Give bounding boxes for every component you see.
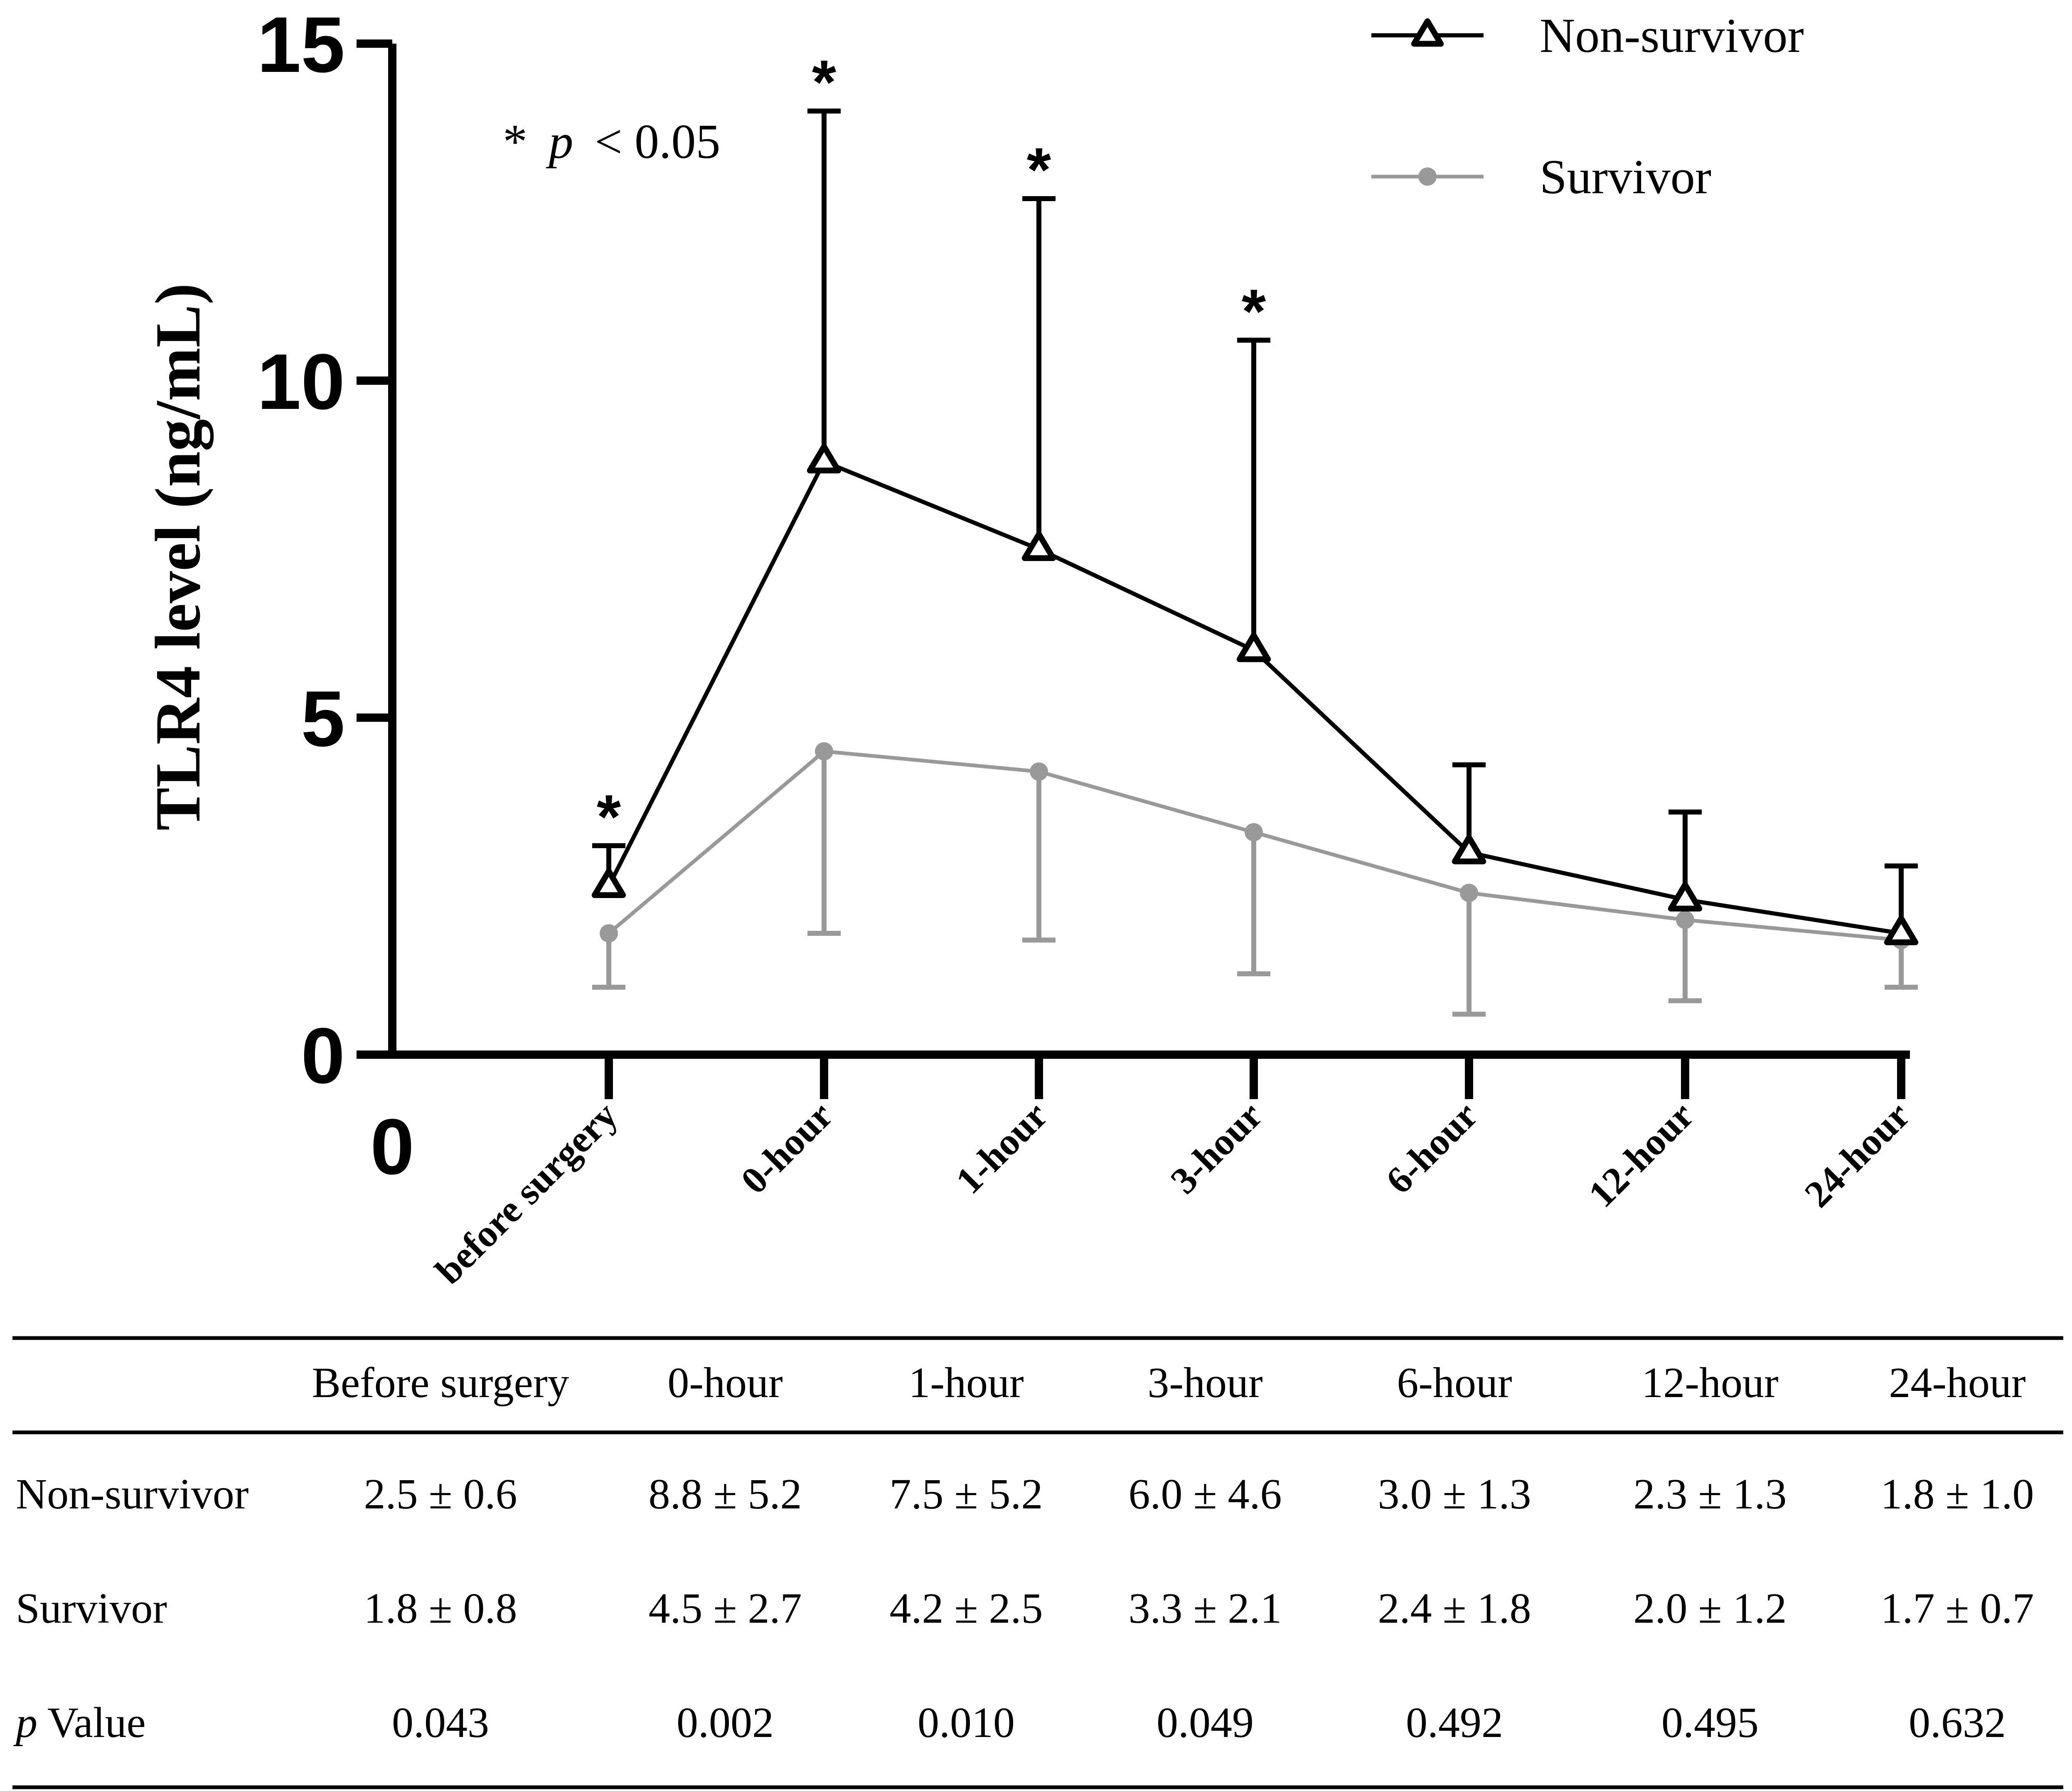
table-cell-survivor-1-hour: 4.2 ± 2.5 xyxy=(889,1584,1043,1632)
table-cell-p-value-0-hour: 0.002 xyxy=(677,1699,774,1747)
table-row-label-italic: p xyxy=(13,1699,37,1747)
legend-survivor-marker xyxy=(1418,167,1437,186)
x-tick-label-6-hour: 6-hour xyxy=(1378,1094,1486,1202)
legend-survivor-label: Survivor xyxy=(1540,150,1711,204)
table-header-3-hour: 3-hour xyxy=(1147,1359,1262,1407)
series-markers xyxy=(591,443,1919,950)
legend-non-survivor-marker xyxy=(1411,18,1444,47)
x-tick-label-3-hour: 3-hour xyxy=(1162,1094,1270,1202)
table-cell-p-value-before-surgery: 0.043 xyxy=(392,1699,489,1747)
marker-survivor-12-hour xyxy=(1676,910,1694,929)
table-header-6-hour: 6-hour xyxy=(1397,1359,1512,1407)
table-cell-non-survivor-before-surgery: 2.5 ± 0.6 xyxy=(364,1470,517,1518)
table-cell-non-survivor-3-hour: 6.0 ± 4.6 xyxy=(1128,1470,1282,1518)
y-tick-label-10: 10 xyxy=(257,338,345,426)
x-tick-label-0-hour: 0-hour xyxy=(733,1094,841,1202)
table-cell-p-value-1-hour: 0.010 xyxy=(918,1699,1015,1747)
annotation-star: * xyxy=(503,114,527,169)
table-cell-non-survivor-0-hour: 8.8 ± 5.2 xyxy=(648,1470,802,1518)
table-row-label-text: Value xyxy=(47,1699,146,1747)
marker-survivor-3-hour xyxy=(1245,823,1263,841)
y-tick-label-5: 5 xyxy=(301,675,345,763)
x-origin-label: 0 xyxy=(370,1103,414,1191)
table-header-before-surgery: Before surgery xyxy=(312,1359,569,1407)
marker-non-survivor-1-hour xyxy=(1021,531,1056,561)
marker-survivor-before-surgery xyxy=(600,924,618,943)
x-tick-label-1-hour: 1-hour xyxy=(947,1094,1056,1202)
marker-non-survivor-3-hour xyxy=(1236,632,1271,662)
marker-survivor-0-hour xyxy=(815,742,833,761)
annotation-p: p xyxy=(546,114,573,169)
y-ticks: 0 5 10 15 xyxy=(257,1,392,1100)
x-ticks: before surgery 0-hour 1-hour 3-hour 6-hour 12… xyxy=(427,1055,1918,1292)
legend: Non-survivor Survivor xyxy=(1371,8,1804,204)
table-cell-survivor-6-hour: 2.4 ± 1.8 xyxy=(1378,1584,1531,1632)
significance-star-before-surgery: * xyxy=(597,782,621,851)
marker-non-survivor-before-surgery xyxy=(591,868,626,898)
table-header-24-hour: 24-hour xyxy=(1889,1359,2025,1407)
table-cell-p-value-6-hour: 0.492 xyxy=(1406,1699,1503,1747)
annotation-threshold: < 0.05 xyxy=(595,114,721,169)
table-cell-p-value-3-hour: 0.049 xyxy=(1157,1699,1254,1747)
significance-star-1-hour: * xyxy=(1027,135,1051,204)
table-row-label-p-value: p Value xyxy=(13,1699,146,1747)
table-cell-non-survivor-24-hour: 1.8 ± 1.0 xyxy=(1880,1470,2034,1518)
table-cell-p-value-24-hour: 0.632 xyxy=(1909,1699,2006,1747)
table-cell-survivor-0-hour: 4.5 ± 2.7 xyxy=(648,1584,802,1632)
significance-stars: * * * * xyxy=(597,47,1266,851)
table-header-12-hour: 12-hour xyxy=(1641,1359,1778,1407)
table-header-1-hour: 1-hour xyxy=(908,1359,1024,1407)
x-tick-label-before-surgery: before surgery xyxy=(427,1094,625,1292)
y-tick-label-15: 15 xyxy=(257,1,345,89)
table-cell-non-survivor-1-hour: 7.5 ± 5.2 xyxy=(889,1470,1043,1518)
table-cell-survivor-12-hour: 2.0 ± 1.2 xyxy=(1633,1584,1787,1632)
table-cell-non-survivor-6-hour: 3.0 ± 1.3 xyxy=(1378,1470,1531,1518)
error-bars xyxy=(592,108,1918,1017)
x-tick-label-12-hour: 12-hour xyxy=(1580,1094,1702,1215)
data-table: Before surgery 0-hour 1-hour 3-hour 6-hour 12… xyxy=(12,1336,2063,1789)
table-cell-non-survivor-12-hour: 2.3 ± 1.3 xyxy=(1633,1470,1787,1518)
significance-annotation: * p < 0.05 xyxy=(503,114,721,169)
table-cell-survivor-24-hour: 1.7 ± 0.7 xyxy=(1880,1584,2034,1632)
table-row-label-non-survivor: Non-survivor xyxy=(16,1470,249,1518)
table-cell-survivor-before-surgery: 1.8 ± 0.8 xyxy=(364,1584,517,1632)
significance-star-3-hour: * xyxy=(1242,276,1266,346)
marker-survivor-1-hour xyxy=(1030,762,1048,781)
marker-survivor-6-hour xyxy=(1460,883,1478,902)
axes xyxy=(388,44,1910,1059)
marker-non-survivor-24-hour xyxy=(1884,915,1919,945)
significance-star-0-hour: * xyxy=(812,47,837,117)
table-cell-p-value-12-hour: 0.495 xyxy=(1661,1699,1759,1747)
marker-non-survivor-0-hour xyxy=(807,443,842,474)
table-header-0-hour: 0-hour xyxy=(667,1359,783,1407)
x-tick-label-24-hour: 24-hour xyxy=(1796,1094,1918,1215)
table-row-label-survivor: Survivor xyxy=(16,1584,167,1632)
marker-non-survivor-12-hour xyxy=(1668,881,1703,912)
y-tick-label-0: 0 xyxy=(301,1012,345,1100)
table-cell-survivor-3-hour: 3.3 ± 2.1 xyxy=(1128,1584,1282,1632)
marker-non-survivor-6-hour xyxy=(1452,834,1486,864)
y-axis-label: TLR4 level (ng/mL) xyxy=(142,283,214,830)
legend-non-survivor-label: Non-survivor xyxy=(1540,8,1804,63)
